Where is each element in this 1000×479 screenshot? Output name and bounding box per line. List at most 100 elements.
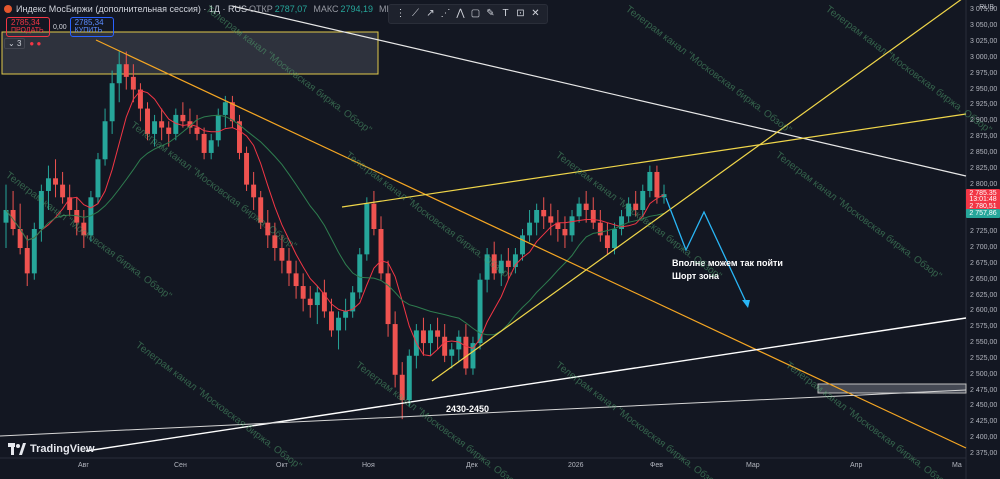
candle-body xyxy=(527,222,533,236)
time-tick-label: Сен xyxy=(174,462,187,469)
candle-body xyxy=(314,292,320,306)
price-tick-label: 3 025,00 xyxy=(970,38,998,46)
candle-body xyxy=(215,114,221,141)
candle-body xyxy=(611,229,617,249)
high-label: МАКС xyxy=(313,4,339,14)
ray-icon[interactable]: ↗ xyxy=(426,8,435,19)
candle-body xyxy=(60,184,66,198)
tradingview-logo: TradingView xyxy=(8,443,95,455)
text-icon[interactable]: T xyxy=(502,8,509,19)
channel-lower-yellow-line xyxy=(431,0,962,382)
brush-icon[interactable]: ✎ xyxy=(486,8,495,19)
time-tick-label: Окт xyxy=(276,462,288,469)
candle-body xyxy=(279,248,285,261)
candle-body xyxy=(555,222,561,229)
candle-body xyxy=(145,108,150,134)
delete-icon[interactable]: ✕ xyxy=(531,8,540,19)
note-line-1: Вполне можем так пойти xyxy=(672,258,783,268)
projection-path xyxy=(665,197,747,303)
candle-body xyxy=(590,209,596,223)
symbol-title[interactable]: Индекс МосБиржи (дополнительная сессия) … xyxy=(16,4,248,14)
candle-body xyxy=(336,317,342,331)
price-tick-label: 2 825,00 xyxy=(970,164,998,172)
candle-body xyxy=(102,121,108,160)
currency-label[interactable]: RUB xyxy=(979,4,994,11)
channel-upper-yellow-line xyxy=(341,113,967,208)
time-tick-label: Мар xyxy=(746,462,760,469)
candle-body xyxy=(293,273,299,287)
lower-white-support-line xyxy=(85,317,967,452)
price-tick-label: 2 600,00 xyxy=(970,307,998,315)
price-tick-label: 2 650,00 xyxy=(970,275,998,283)
price-tick-label: 2 375,00 xyxy=(970,450,998,457)
candle-body xyxy=(576,203,582,217)
support-zone-box xyxy=(817,383,967,394)
drag-handle-icon[interactable]: ⋮ xyxy=(395,8,406,19)
candle-body xyxy=(449,349,455,356)
rectangle-icon[interactable]: ▢ xyxy=(470,8,481,19)
candle-body xyxy=(229,102,235,122)
zigzag-icon[interactable]: ⋀ xyxy=(456,8,465,19)
candle-body xyxy=(350,292,356,312)
candle-body xyxy=(272,235,278,249)
price-tick-label: 2 850,00 xyxy=(970,148,998,156)
candle-body xyxy=(470,343,476,369)
candle-body xyxy=(244,152,250,185)
candle-body xyxy=(371,203,377,229)
candle-body xyxy=(3,209,9,223)
orange-trendline xyxy=(95,39,967,449)
price-tick-label: 2 625,00 xyxy=(970,291,998,299)
candle-body xyxy=(626,203,632,217)
candle-body xyxy=(38,190,44,229)
candle-body xyxy=(477,279,483,344)
time-tick-label: Дек xyxy=(466,462,478,469)
price-tick-label: 3 050,00 xyxy=(970,22,998,30)
candle-body xyxy=(399,374,405,401)
slow-moving-average xyxy=(5,114,665,336)
projection-arrow-icon xyxy=(742,300,750,308)
price-tick-label: 2 675,00 xyxy=(970,259,998,267)
candle-body xyxy=(392,324,398,375)
candle-body xyxy=(88,197,94,236)
thin-white-support-line xyxy=(0,389,967,437)
sell-label: ПРОДАТЬ xyxy=(11,27,44,34)
candle-body xyxy=(498,260,504,274)
candle-body xyxy=(491,254,497,274)
candle-body xyxy=(74,209,80,223)
sell-price: 2785,34 xyxy=(11,18,40,27)
price-tick-label: 2 950,00 xyxy=(970,85,998,93)
price-tick-label: 2 400,00 xyxy=(970,434,998,442)
price-tick-label: 2 700,00 xyxy=(970,244,998,251)
candle-body xyxy=(406,355,412,401)
resistance-zone-box xyxy=(1,31,379,75)
trend-line-icon[interactable]: ⟋ xyxy=(412,8,419,19)
candle-body xyxy=(116,64,122,84)
candle-body xyxy=(378,229,384,274)
candle-body xyxy=(364,203,370,255)
candle-body xyxy=(385,273,391,325)
indicators-count: 3 xyxy=(16,39,22,48)
indicators-toggle[interactable]: ⌄ 3 ● ● xyxy=(4,38,41,49)
price-tick-label: 2 800,00 xyxy=(970,180,998,188)
candle-body xyxy=(435,330,441,337)
buy-button[interactable]: 2785,34 КУПИТЬ xyxy=(69,17,114,37)
price-tick-label: 2 450,00 xyxy=(970,402,998,410)
indicators-collapse-icon[interactable]: ⌄ 3 xyxy=(4,38,26,49)
price-tag: 13:01:48 xyxy=(966,195,1000,205)
buy-label: КУПИТЬ xyxy=(74,27,103,34)
time-tick-label: Фев xyxy=(650,462,663,469)
open-value: 2787,07 xyxy=(274,4,308,14)
path-icon[interactable]: ⋰ xyxy=(440,8,451,19)
price-tag: 2 757,86 xyxy=(966,208,1000,218)
buy-price: 2785,34 xyxy=(74,18,104,27)
tradingview-icon xyxy=(8,443,26,455)
lock-icon[interactable]: ⊡ xyxy=(516,8,525,19)
sell-button[interactable]: 2785,34 ПРОДАТЬ xyxy=(6,17,50,37)
candle-body xyxy=(109,83,115,122)
candle-body xyxy=(505,260,511,268)
time-tick-label: Апр xyxy=(850,462,863,469)
candle-body xyxy=(661,194,667,198)
candle-body xyxy=(130,76,136,90)
